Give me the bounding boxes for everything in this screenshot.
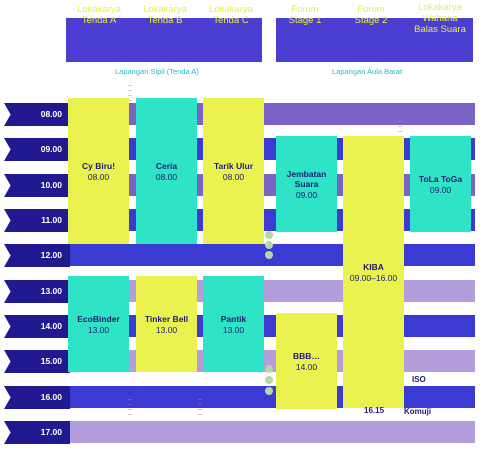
event-title: BBB…: [293, 350, 320, 361]
event-ceria[interactable]: Ceria 08.00: [136, 98, 197, 244]
event-jembatan-suara[interactable]: Jembatan Suara 09.00: [276, 136, 337, 232]
time-11: 11.00: [4, 209, 70, 232]
event-cy-biru[interactable]: Cy Biru! 08.00: [68, 98, 129, 244]
event-time: 08.00: [155, 171, 178, 182]
event-time: 13.00: [222, 324, 245, 335]
time-12: 12.00: [4, 244, 70, 267]
event-pantik[interactable]: Pantik 13.00: [203, 276, 264, 372]
event-time: 08.00: [222, 171, 245, 182]
event-time: 09.00–16.00: [349, 272, 398, 283]
event-title: Tinker Bell: [144, 313, 189, 324]
venue-forum-stage-1[interactable]: Forum Stage 1: [288, 4, 322, 26]
event-tarik-ulur[interactable]: Tarik Ulur 08.00: [203, 98, 264, 244]
event-title: Pantik: [220, 313, 247, 324]
connector-dot: [265, 241, 273, 249]
time-08: 08.00: [4, 103, 70, 126]
event-title: Tarik Ulur: [213, 160, 254, 171]
event-time: 08.00: [87, 171, 110, 182]
area-label-left: Lapangan Sipil (Tenda A): [115, 67, 199, 76]
event-tola-toga[interactable]: ToLa ToGa 09.00: [410, 136, 471, 232]
event-title: Cy Biru!: [81, 160, 116, 171]
connector-dot: [265, 365, 273, 373]
event-title: KIBA: [363, 261, 384, 272]
event-time: 14.00: [295, 361, 318, 372]
event-time: 13.00: [155, 324, 178, 335]
area-label-right: Lapangan Aula Barat: [332, 67, 403, 76]
venue-header-right: [276, 18, 473, 62]
time-16: 16.00: [4, 386, 70, 409]
event-title: Ceria: [155, 160, 178, 171]
time-09: 09.00: [4, 138, 70, 161]
venue-tenda-c[interactable]: Lokakarya Tenda C: [209, 4, 253, 26]
venue-tenda-a[interactable]: Lokakarya Tenda A: [77, 4, 121, 26]
event-time: 13.00: [87, 324, 110, 335]
squiggle-decoration: ~~~~: [127, 397, 133, 419]
venue-forum-stage-2[interactable]: Forum Stage 2: [354, 4, 388, 26]
event-time: 09.00: [295, 189, 318, 200]
connector-dot: [265, 387, 273, 395]
venue-header-left: [66, 18, 262, 62]
event-title: ToLa ToGa: [418, 173, 463, 184]
event-time: 09.00: [429, 184, 452, 195]
connector-dot: [265, 376, 273, 384]
venue-wahana-balas-suara[interactable]: Lokakarya Wahana Balas Suara: [414, 2, 466, 35]
time-15: 15.00: [4, 350, 70, 373]
connector-dot: [265, 251, 273, 259]
event-tinker-bell[interactable]: Tinker Bell 13.00: [136, 276, 197, 372]
time-14: 14.00: [4, 315, 70, 338]
venue-tenda-b[interactable]: Lokakarya Tenda B: [143, 4, 187, 26]
event-title: EcoBinder: [77, 313, 120, 324]
time-10: 10.00: [4, 174, 70, 197]
band-17: [66, 421, 475, 443]
squiggle-decoration: ~~~~: [127, 83, 133, 105]
label-komuji[interactable]: Komuji: [404, 407, 432, 416]
event-ecobinder[interactable]: EcoBinder 13.00: [68, 276, 129, 372]
connector-dot: [265, 231, 273, 239]
event-bbb[interactable]: BBB… 14.00: [276, 313, 337, 409]
squiggle-decoration: ~~~~: [197, 397, 203, 419]
time-13: 13.00: [4, 280, 70, 303]
event-title: Jembatan Suara: [286, 168, 327, 189]
time-17: 17.00: [4, 421, 70, 444]
label-iso[interactable]: ISO: [412, 375, 426, 384]
event-kiba[interactable]: KIBA 09.00–16.00: [343, 136, 404, 408]
label-kiba-end: 16.15: [364, 406, 385, 415]
